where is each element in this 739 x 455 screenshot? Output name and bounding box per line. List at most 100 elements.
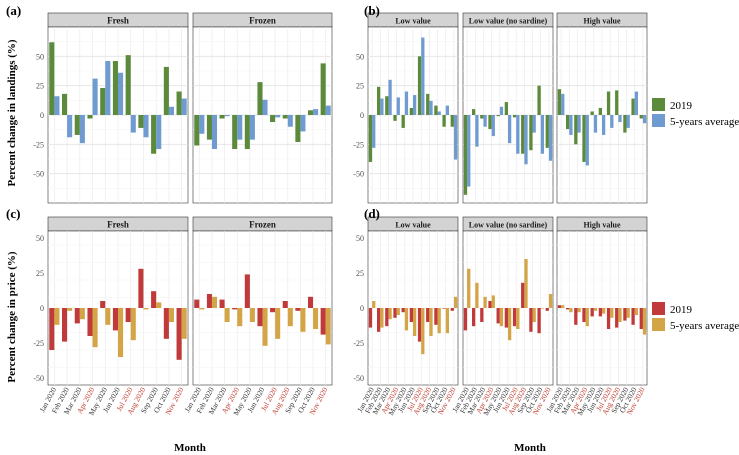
bar-a-1-s1-m1 [211, 115, 218, 150]
bar-d-0-s0-m1 [377, 308, 381, 332]
bar-a-1-s0-m7 [282, 115, 288, 119]
bar-d-2-s1-m3 [585, 308, 589, 327]
bar-d-0-s0-m6 [417, 308, 422, 342]
bar-d-2-s1-m6 [610, 308, 614, 318]
bar-d-1-s1-m1 [475, 282, 479, 308]
bar-d-1-s1-m9 [540, 308, 544, 309]
bar-b-0-s1-m3 [396, 97, 400, 115]
panel-label-d: (d) [364, 206, 380, 221]
bar-b-1-s0-m5 [504, 102, 508, 115]
facet-title-d-1: Low value (no sardine) [469, 221, 548, 230]
bar-d-0-s0-m0 [368, 308, 373, 328]
bar-c-1-s0-m8 [295, 308, 301, 311]
bar-b-2-s1-m2 [577, 115, 581, 133]
bar-d-1-s0-m4 [496, 308, 500, 324]
bar-d-1-s1-m4 [499, 308, 504, 327]
bar-d-1-s1-m8 [532, 308, 536, 322]
bar-d-0-s1-m6 [421, 308, 425, 355]
y-tick-label-d-3: 25 [356, 269, 364, 278]
bar-d-1-s1-m5 [508, 308, 512, 341]
bar-b-1-s0-m0 [463, 115, 468, 195]
bar-b-1-s0-m8 [529, 115, 533, 151]
bar-d-0-s1-m0 [372, 301, 376, 308]
bar-c-0-s1-m0 [54, 308, 60, 325]
bar-c-0-s0-m1 [62, 308, 68, 342]
bar-c-1-s0-m5 [257, 308, 263, 327]
bar-b-2-s0-m9 [631, 98, 635, 115]
bar-d-2-s0-m8 [623, 308, 627, 321]
facet-title-d-0: Low value [395, 221, 431, 230]
bar-d-0-s1-m1 [380, 308, 384, 328]
bar-c-0-s0-m4 [100, 301, 106, 308]
bar-c-1-s1-m3 [237, 308, 243, 327]
bar-d-1-s1-m3 [491, 295, 495, 308]
bar-d-1-s0-m5 [504, 308, 508, 328]
bar-b-1-s1-m5 [508, 115, 512, 144]
bar-c-1-s0-m1 [206, 294, 212, 308]
bar-b-2-s0-m1 [566, 115, 570, 130]
bar-c-1-s1-m4 [249, 308, 255, 322]
bar-a-1-s0-m10 [320, 63, 326, 115]
bar-a-0-s1-m6 [130, 115, 136, 133]
y-tick-label-d-1: -25 [353, 339, 364, 348]
y-tick-label-d-4: 50 [356, 234, 364, 243]
bar-b-2-s1-m7 [618, 115, 622, 123]
bar-b-0-s1-m4 [404, 91, 409, 115]
y-tick-label-a-0: -50 [33, 170, 44, 179]
bar-a-0-s1-m10 [181, 98, 187, 115]
bar-b-2-s0-m7 [615, 90, 619, 115]
facet-b-1: Low value (no sardine) [462, 12, 554, 204]
bar-b-2-s0-m10 [639, 115, 643, 119]
bar-d-0-s0-m9 [442, 308, 446, 309]
bar-a-0-s0-m9 [163, 66, 169, 115]
bar-d-0-s0-m3 [393, 308, 397, 318]
bar-d-1-s0-m8 [529, 308, 533, 332]
bar-d-2-s0-m3 [582, 308, 586, 322]
bar-b-2-s1-m10 [642, 115, 647, 124]
bar-b-2-s1-m1 [569, 115, 573, 135]
facet-title-a-1: Frozen [249, 16, 276, 26]
bar-d-2-s1-m0 [561, 305, 565, 308]
bar-b-1-s0-m7 [521, 115, 525, 154]
y-tick-label-a-1: -25 [33, 140, 44, 149]
bar-d-0-s0-m7 [426, 308, 430, 322]
legend-swatch-landings-5yr [652, 114, 665, 127]
bar-c-1-s0-m3 [232, 308, 238, 310]
bar-a-0-s1-m0 [54, 96, 60, 115]
bar-a-1-s1-m5 [262, 99, 268, 115]
bar-a-0-s1-m3 [92, 78, 98, 115]
bar-d-2-s0-m1 [566, 308, 570, 310]
x-axis-label-left: Month [174, 442, 206, 454]
bar-d-0-s0-m5 [409, 308, 413, 322]
bar-d-2-s1-m9 [634, 308, 638, 315]
bar-d-0-s0-m2 [385, 308, 389, 327]
bar-c-1-s1-m7 [287, 308, 293, 327]
legend-label-price-2019: 2019 [670, 304, 693, 316]
bar-b-1-s1-m10 [548, 115, 553, 161]
bar-a-1-s0-m3 [232, 115, 238, 150]
bar-d-1-s0-m3 [488, 301, 492, 308]
bar-b-0-s0-m5 [409, 107, 413, 115]
bar-b-1-s0-m6 [512, 115, 517, 118]
bar-a-1-s0-m9 [307, 110, 314, 115]
bar-a-0-s1-m2 [79, 115, 85, 144]
bar-d-0-s1-m3 [396, 308, 400, 315]
bar-d-0-s1-m9 [445, 308, 449, 334]
bar-d-2-s1-m2 [577, 308, 581, 313]
bar-b-1-s1-m6 [516, 115, 520, 154]
bar-c-0-s0-m6 [125, 308, 131, 322]
bar-a-1-s1-m7 [287, 115, 293, 127]
bar-a-1-s1-m2 [224, 115, 230, 117]
bar-c-1-s1-m6 [275, 308, 281, 339]
facet-a-0: Fresh [47, 12, 189, 204]
y-tick-label-d-2: 0 [360, 304, 364, 313]
bar-a-0-s0-m2 [74, 115, 80, 135]
bar-b-0-s0-m4 [401, 115, 405, 128]
bar-d-2-s0-m9 [631, 308, 635, 325]
bar-b-1-s0-m3 [488, 115, 492, 130]
bar-b-0-s0-m3 [393, 115, 397, 121]
bar-d-1-s0-m7 [521, 282, 525, 308]
y-axis-label-price: Percent change in price (%) [6, 251, 18, 382]
